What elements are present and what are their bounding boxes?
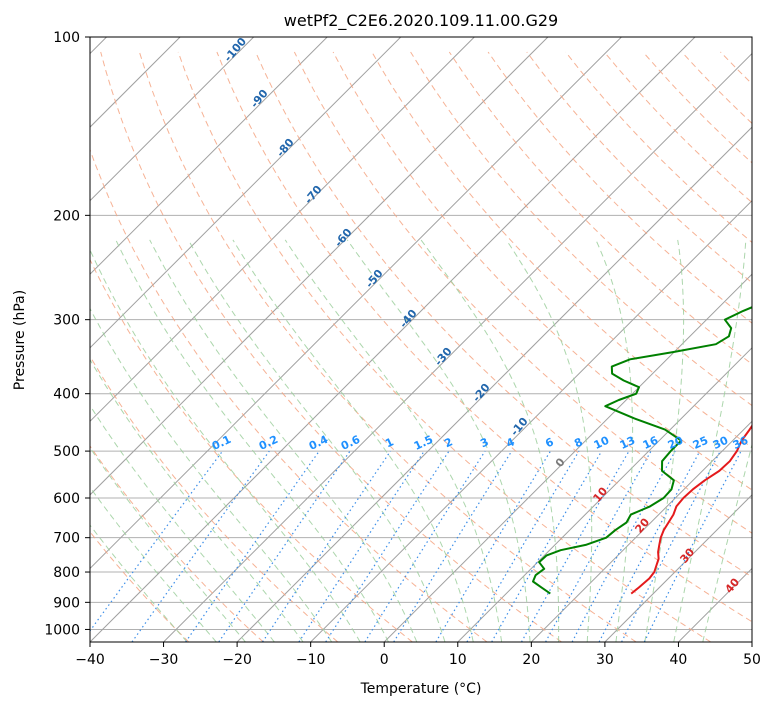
mixing-ratio-line-0.4 [185,450,320,642]
dry-adiabat-60 [255,51,752,578]
moist-adiabat--6 [90,248,361,642]
mixing-ratio-label: 30 [711,434,731,452]
moist-adiabat-14 [284,239,503,642]
mixing-ratio-label: 25 [691,434,710,452]
isotherm-30 [604,494,752,642]
isotherm--30 [163,52,752,642]
x-tick-label: 30 [596,652,614,668]
moist-adiabat-18 [346,239,531,642]
x-tick-label: 40 [670,652,688,668]
mixing-ratio-line-6 [435,450,552,642]
y-tick-label: 500 [53,444,80,460]
mixing-ratio-line-2 [325,450,450,642]
x-tick-label: −40 [75,652,105,668]
dry-adiabat--20 [90,445,264,642]
mixing-ratio-line-1 [261,450,391,642]
mixing-ratio-label: 10 [592,434,612,452]
x-tick-label: −30 [149,652,179,668]
dry-adiabat-40 [177,51,712,642]
moist-adiabat-30 [595,239,634,642]
background-lines [90,37,752,642]
mixing-ratio-label: 36 [731,434,751,452]
isotherm--50 [90,37,622,570]
mixing-ratio-line-8 [466,450,580,642]
dry-adiabat-80 [332,51,752,491]
y-tick-label: 1000 [44,622,80,638]
x-tick-label: 50 [743,652,761,668]
x-tick-label: 10 [449,652,467,668]
chart-title: wetPf2_C2E6.2020.109.11.00.G29 [284,11,558,31]
y-tick-label: 900 [53,595,80,611]
isotherm-0 [383,273,752,642]
y-tick-label: 300 [53,313,80,329]
isotherm--20 [236,126,752,642]
dry-adiabat-30 [138,51,637,642]
moist-adiabat-34 [644,239,685,642]
moist-adiabat--10 [90,307,333,642]
moist-adiabat--14 [90,358,304,642]
y-axis: 100 200 300 400 500 600 700 800 900 1000 [44,30,90,638]
moist-adiabat-38 [673,239,747,642]
isotherm--60 [90,37,549,496]
dry-adiabat-110 [448,51,752,365]
mixing-ratio-label: 16 [641,434,661,452]
mixing-ratio-line-25 [598,450,701,642]
mixing-ratio-line-0.6 [218,450,351,642]
temperature-profile-line [630,424,752,595]
dry-adiabat-120 [487,51,752,324]
mixing-ratio-label: 13 [618,434,637,452]
x-axis: −40 −30 −20 −10 0 10 20 30 40 50 [75,642,761,668]
mixing-ratio-label: 20 [666,434,686,452]
moist-adiabat-22 [420,239,560,642]
y-axis-label: Pressure (hPa) [12,290,28,390]
isotherm--90 [90,37,328,275]
dry-adiabat-10 [90,148,488,642]
x-tick-label: 0 [380,652,389,668]
moist-adiabat--2 [115,239,389,642]
x-axis-label: Temperature (°C) [360,681,482,697]
plot-background [90,37,752,642]
x-tick-label: −20 [222,652,252,668]
y-tick-label: 400 [53,387,80,403]
dry-adiabat-20 [100,51,562,642]
profile-series [532,306,752,595]
mixing-ratio-line-4 [393,450,513,642]
mixing-ratio-line-3 [364,450,486,642]
y-tick-label: 800 [53,565,80,581]
x-tick-label: −10 [296,652,326,668]
dry-adiabat-70 [293,51,752,534]
isobar-grid [90,36,752,630]
y-tick-label: 200 [53,208,80,224]
plot-frame [89,36,753,643]
mixing-ratio-line-0.2 [131,450,270,642]
mixing-ratio-line-20 [571,450,676,642]
x-tick-label: 20 [522,652,540,668]
y-tick-label: 600 [53,491,80,507]
y-tick-label: 100 [53,30,80,46]
isotherm--100 [90,37,255,202]
dry-adiabat-50 [216,51,752,623]
isotherm--80 [90,37,402,349]
dewpoint-profile-line [532,306,752,595]
dry-adiabat-0 [90,258,413,642]
isotherm-10 [457,347,752,642]
mixing-ratio-line-1.5 [298,450,425,642]
isotherm-20 [530,420,752,642]
moist-adiabat-42 [702,442,752,642]
y-tick-label: 700 [53,531,80,547]
